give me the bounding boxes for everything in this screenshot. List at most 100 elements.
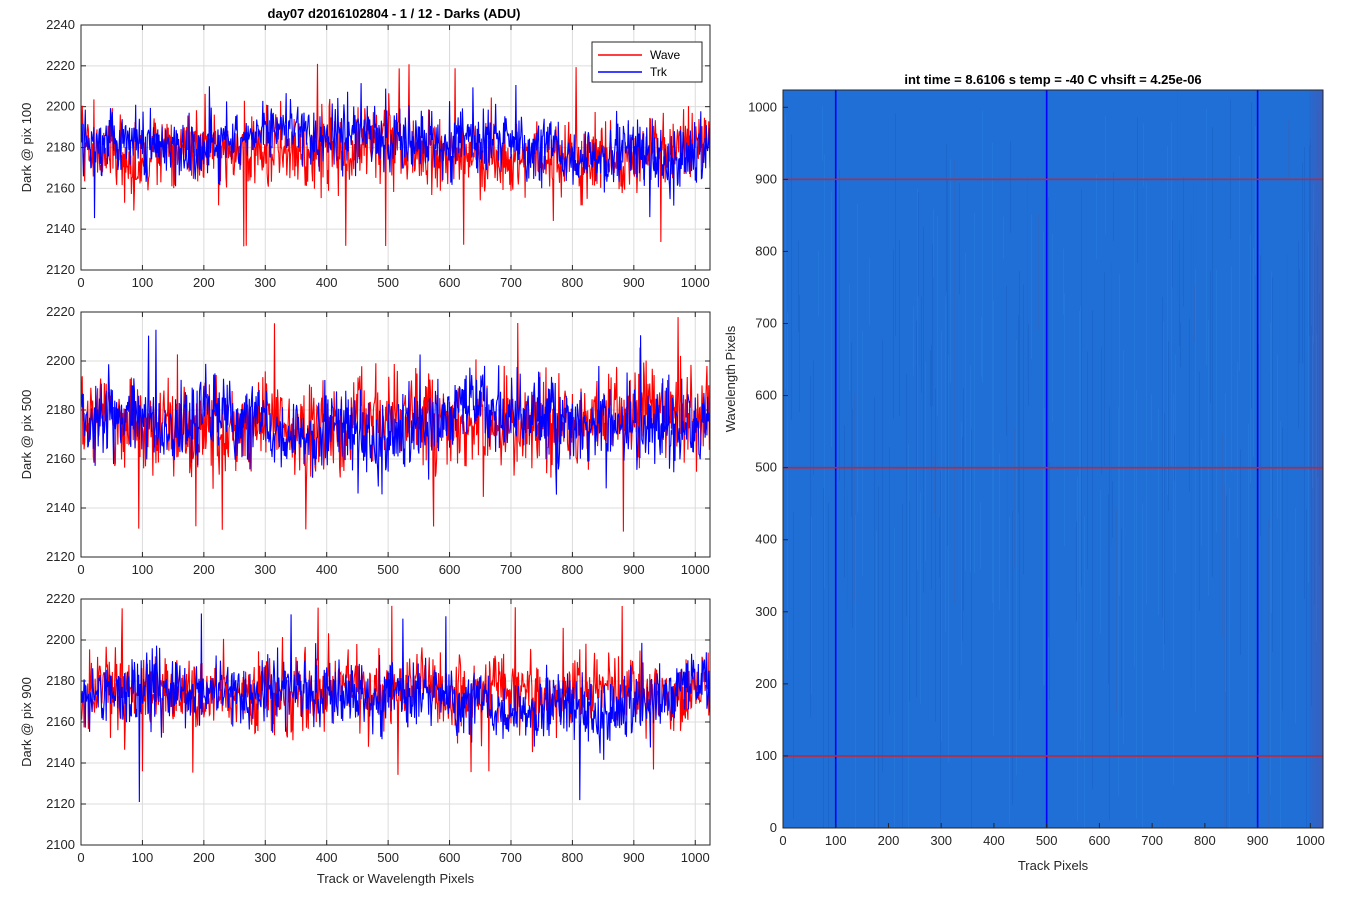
x-tick-label: 100 bbox=[132, 850, 154, 865]
heatmap-streak bbox=[1019, 271, 1020, 701]
x-tick-label: 1000 bbox=[1296, 833, 1325, 848]
legend-box bbox=[591, 41, 703, 83]
heatmap-streak bbox=[1119, 274, 1120, 596]
heatmap-streak bbox=[1314, 231, 1315, 605]
series-line-trk bbox=[81, 613, 710, 803]
heatmap-streak bbox=[1174, 434, 1175, 481]
heatmap-streak bbox=[1063, 248, 1064, 315]
heatmap-streak bbox=[1028, 324, 1029, 406]
heatmap-streak bbox=[1143, 123, 1144, 187]
heatmap-streak bbox=[1049, 462, 1050, 700]
y-axis-label: Dark @ pix 900 bbox=[19, 677, 34, 767]
heatmap-streak bbox=[1048, 197, 1049, 638]
heatmap-streak bbox=[1191, 213, 1192, 688]
heatmap-streak bbox=[1118, 407, 1119, 796]
heatmap-streak bbox=[823, 487, 824, 828]
y-tick-label: 2240 bbox=[46, 17, 75, 32]
heatmap-streak bbox=[959, 183, 960, 295]
y-tick-label: 2120 bbox=[46, 262, 75, 277]
heatmap-edge-streak bbox=[1316, 90, 1317, 828]
heatmap-streak bbox=[993, 300, 994, 737]
heatmap-streak bbox=[1302, 162, 1303, 364]
heatmap-streak bbox=[1308, 231, 1309, 583]
heatmap-streak bbox=[1239, 155, 1240, 372]
heatmap-edge-streak bbox=[1321, 90, 1322, 828]
heatmap-streak bbox=[1010, 141, 1011, 233]
heatmap-streak bbox=[894, 528, 895, 828]
heatmap-streak bbox=[1269, 371, 1270, 527]
x-tick-label: 900 bbox=[623, 562, 645, 577]
x-tick-label: 700 bbox=[1141, 833, 1163, 848]
heatmap-edge-streak bbox=[1309, 90, 1310, 828]
heatmap-streak bbox=[1043, 231, 1044, 685]
y-tick-label: 2100 bbox=[46, 837, 75, 852]
y-axis-label: Wavelength Pixels bbox=[723, 325, 738, 432]
heatmap-streak bbox=[854, 392, 855, 601]
axes-frame bbox=[80, 311, 711, 558]
heatmap-streak bbox=[1210, 270, 1211, 404]
heatmap-streak bbox=[1310, 138, 1311, 472]
heatmap-streak bbox=[941, 330, 942, 742]
heatmap-streak bbox=[921, 296, 922, 393]
heatmap-streak bbox=[899, 239, 900, 417]
heatmap-streak bbox=[882, 340, 883, 773]
x-tick-label: 700 bbox=[500, 275, 522, 290]
heatmap-streak bbox=[810, 376, 811, 718]
heatmap-streak bbox=[1175, 354, 1176, 574]
heatmap-streak bbox=[1104, 272, 1105, 467]
heatmap-streak bbox=[1113, 171, 1114, 242]
x-tick-label: 200 bbox=[193, 562, 215, 577]
x-tick-label: 200 bbox=[878, 833, 900, 848]
heatmap-streak bbox=[1123, 350, 1124, 745]
heatmap-streak bbox=[857, 203, 858, 513]
x-tick-label: 1000 bbox=[681, 275, 710, 290]
heatmap-streak bbox=[831, 191, 832, 447]
y-tick-label: 2220 bbox=[46, 58, 75, 73]
heatmap-streak bbox=[1183, 177, 1184, 307]
heatmap-streak bbox=[940, 470, 941, 828]
heatmap-streak bbox=[1121, 528, 1122, 718]
heatmap-streak bbox=[791, 134, 792, 421]
heatmap-streak bbox=[855, 515, 856, 828]
heatmap-streak bbox=[893, 249, 894, 419]
heatmap-streak bbox=[1255, 126, 1256, 276]
y-tick-label: 700 bbox=[755, 316, 777, 331]
heatmap-streak bbox=[932, 243, 933, 406]
heatmap-streak bbox=[935, 388, 936, 722]
heatmap-streak bbox=[1253, 247, 1254, 457]
heatmap-streak bbox=[934, 456, 935, 514]
heatmap-streak bbox=[933, 208, 934, 278]
heatmap-streak bbox=[1164, 413, 1165, 645]
x-tick-label: 1000 bbox=[681, 850, 710, 865]
panel-bottom-left: 0 100 200 300 400 500 600 700 800 900 1000 2100 2120… bbox=[19, 591, 711, 886]
heatmap-streak bbox=[889, 447, 890, 715]
heatmap-streak bbox=[1206, 108, 1207, 366]
heatmap-streak bbox=[1316, 334, 1317, 642]
heatmap-streak bbox=[1064, 293, 1065, 547]
panel-top-left: 0 100 200 300 400 500 600 700 800 900 1000 2120 2140… bbox=[19, 17, 711, 290]
heatmap-streak bbox=[1277, 354, 1278, 519]
heatmap-streak bbox=[1007, 405, 1008, 591]
heatmap-streak bbox=[1222, 433, 1223, 638]
x-tick-label: 700 bbox=[500, 562, 522, 577]
legend-label-trk: Trk bbox=[650, 65, 668, 79]
heatmap-streak bbox=[1080, 306, 1081, 741]
y-tick-label: 800 bbox=[755, 243, 777, 258]
x-tick-label: 800 bbox=[1194, 833, 1216, 848]
x-tick-label: 0 bbox=[779, 833, 786, 848]
x-tick-label: 100 bbox=[825, 833, 847, 848]
heatmap-streak bbox=[1031, 214, 1032, 360]
heatmap-edge-streak bbox=[1314, 90, 1315, 828]
heatmap-streak bbox=[918, 192, 919, 297]
heatmap-streak bbox=[971, 429, 972, 828]
heatmap-streak bbox=[963, 388, 964, 611]
heatmap-streak bbox=[1295, 507, 1296, 724]
panel-title: int time = 8.6106 s temp = -40 C vhsift … bbox=[904, 72, 1201, 87]
y-tick-label: 600 bbox=[755, 388, 777, 403]
x-tick-label: 400 bbox=[316, 275, 338, 290]
y-tick-label: 200 bbox=[755, 676, 777, 691]
x-tick-label: 0 bbox=[77, 850, 84, 865]
heatmap-streak bbox=[1111, 261, 1112, 546]
heatmap-streak bbox=[1280, 420, 1281, 828]
